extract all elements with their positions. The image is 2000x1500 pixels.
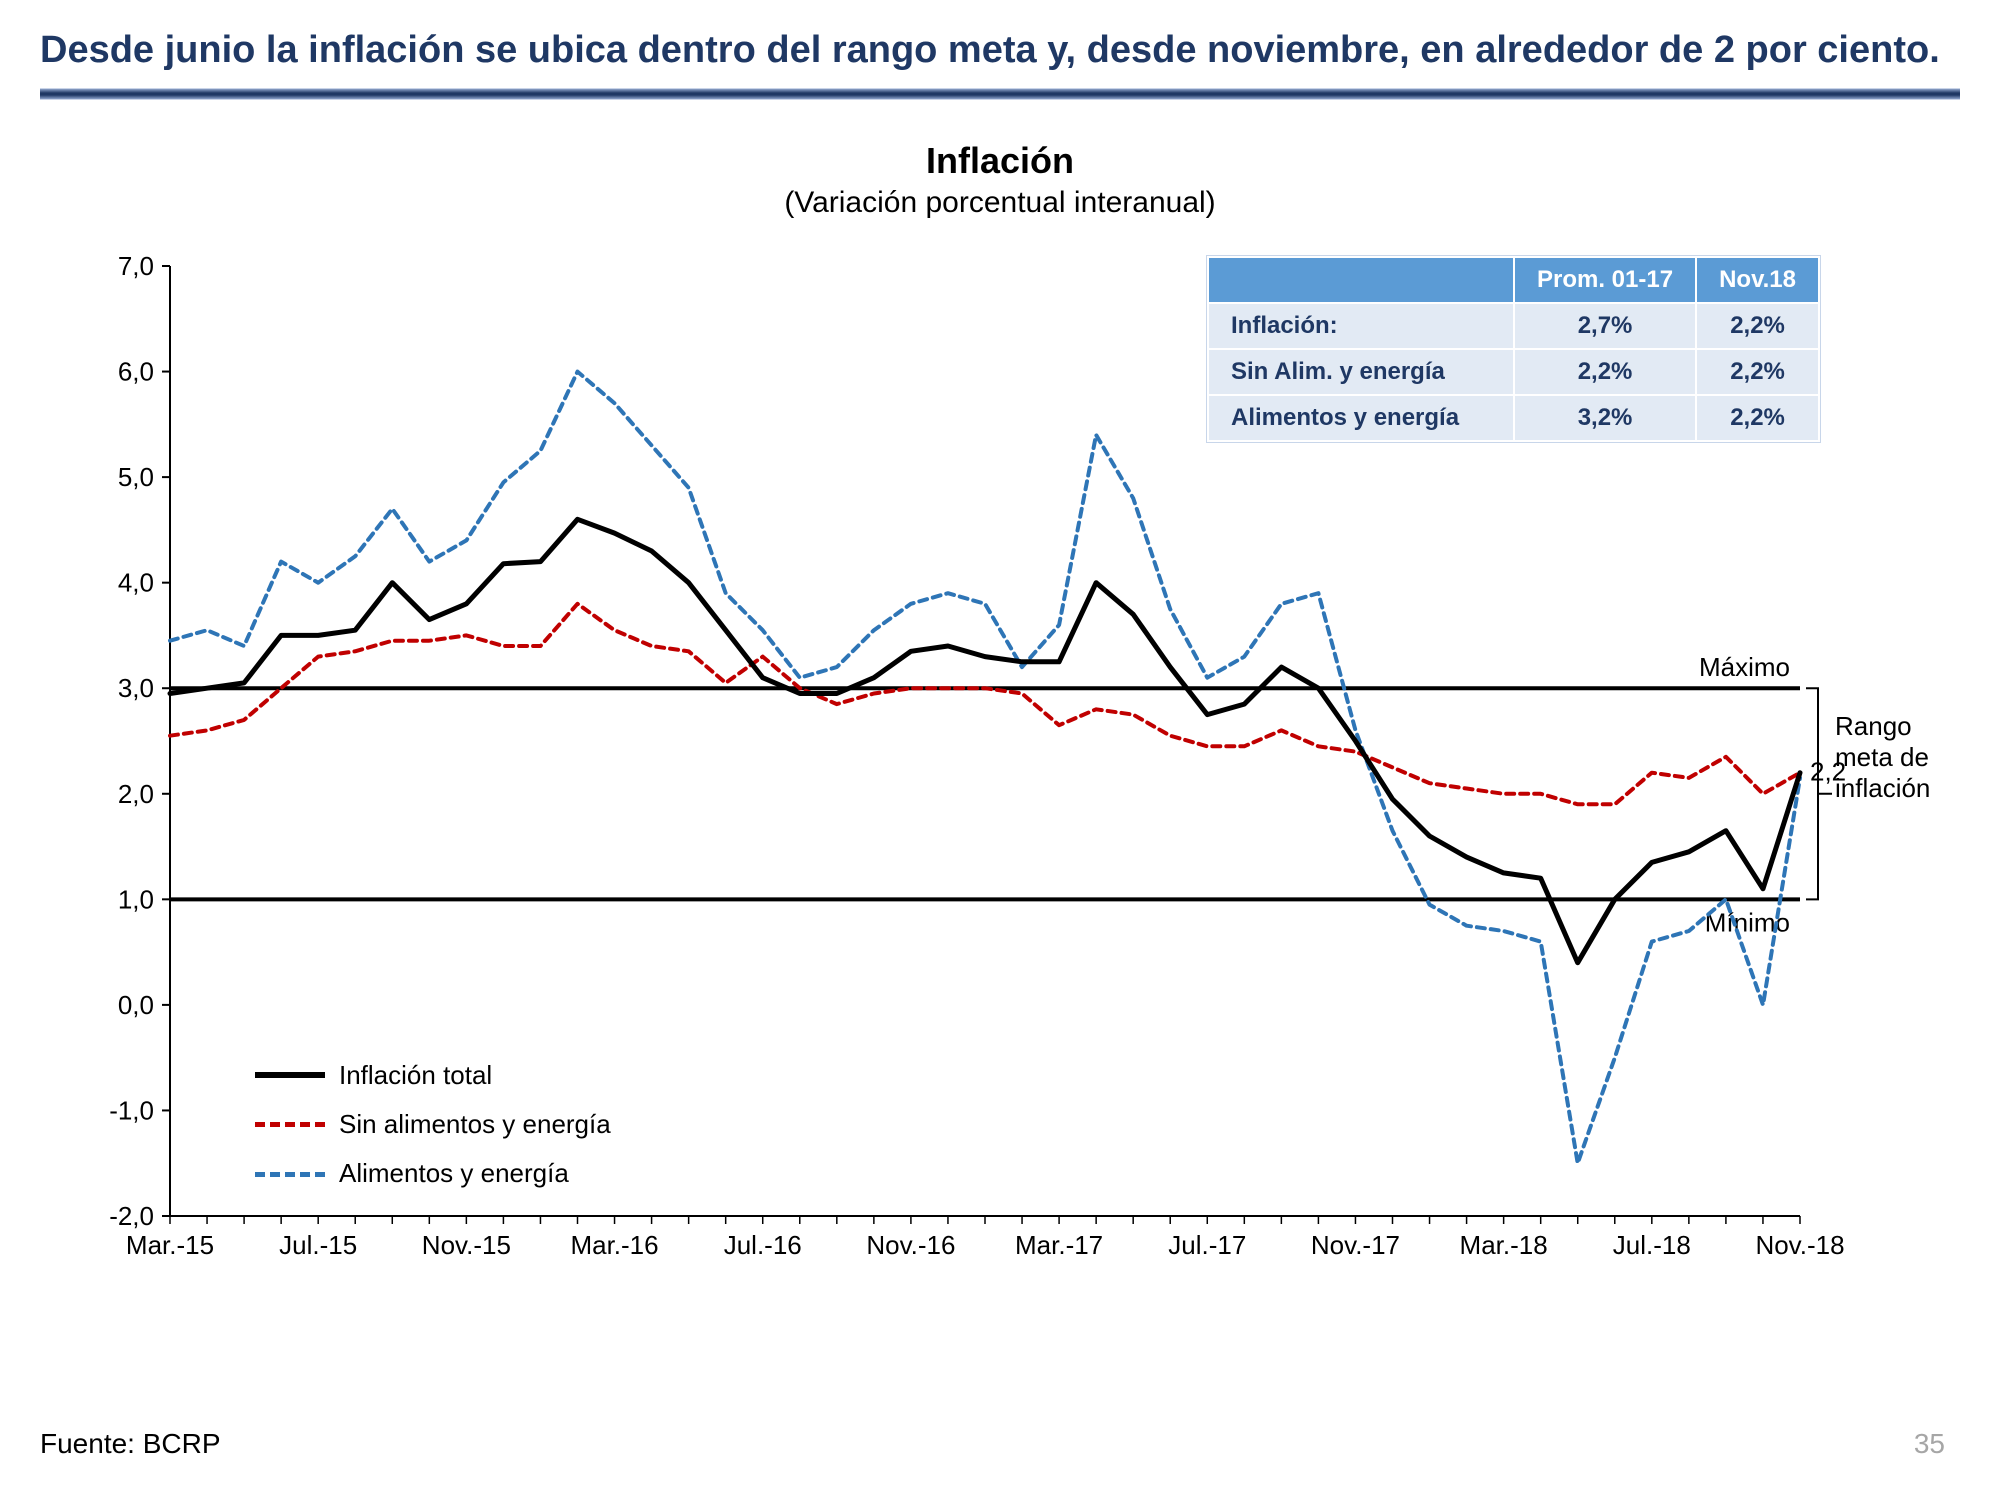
svg-text:7,0: 7,0 bbox=[118, 251, 154, 281]
table-header-prom: Prom. 01-17 bbox=[1514, 257, 1696, 303]
svg-text:Jul.-17: Jul.-17 bbox=[1168, 1230, 1246, 1260]
page-number: 35 bbox=[1914, 1428, 1945, 1460]
range-label: Rango meta de inflación bbox=[1835, 711, 1950, 805]
legend-swatch-alim bbox=[255, 1172, 325, 1177]
svg-text:3,0: 3,0 bbox=[118, 673, 154, 703]
table-cell: Inflación: bbox=[1208, 303, 1514, 349]
table-cell: 2,2% bbox=[1696, 303, 1819, 349]
svg-text:1,0: 1,0 bbox=[118, 884, 154, 914]
table-cell: 2,2% bbox=[1514, 349, 1696, 395]
legend-swatch-sin bbox=[255, 1122, 325, 1127]
svg-text:Máximo: Máximo bbox=[1699, 652, 1790, 682]
divider-rule bbox=[40, 88, 1960, 100]
svg-text:Nov.-17: Nov.-17 bbox=[1311, 1230, 1400, 1260]
table-row: Inflación: 2,7% 2,2% bbox=[1208, 303, 1819, 349]
table-cell: 3,2% bbox=[1514, 395, 1696, 441]
legend-label-total: Inflación total bbox=[339, 1051, 492, 1100]
svg-text:Jul.-18: Jul.-18 bbox=[1613, 1230, 1691, 1260]
svg-text:Nov.-16: Nov.-16 bbox=[866, 1230, 955, 1260]
table-header-blank bbox=[1208, 257, 1514, 303]
svg-text:Mar.-18: Mar.-18 bbox=[1460, 1230, 1548, 1260]
legend-swatch-total bbox=[255, 1072, 325, 1078]
svg-text:Nov.-15: Nov.-15 bbox=[422, 1230, 511, 1260]
legend-label-alim: Alimentos y energía bbox=[339, 1149, 569, 1198]
summary-table: Prom. 01-17 Nov.18 Inflación: 2,7% 2,2% … bbox=[1207, 256, 1820, 442]
table-cell: Sin Alim. y energía bbox=[1208, 349, 1514, 395]
table-row: Sin Alim. y energía 2,2% 2,2% bbox=[1208, 349, 1819, 395]
chart-title: Inflación bbox=[40, 140, 1960, 182]
svg-text:2,0: 2,0 bbox=[118, 778, 154, 808]
svg-text:5,0: 5,0 bbox=[118, 462, 154, 492]
source-footer: Fuente: BCRP bbox=[40, 1428, 221, 1460]
table-row: Alimentos y energía 3,2% 2,2% bbox=[1208, 395, 1819, 441]
chart-subtitle: (Variación porcentual interanual) bbox=[40, 186, 1960, 220]
table-cell: 2,2% bbox=[1696, 349, 1819, 395]
svg-text:Mar.-16: Mar.-16 bbox=[570, 1230, 658, 1260]
svg-text:-2,0: -2,0 bbox=[109, 1201, 154, 1231]
svg-text:-1,0: -1,0 bbox=[109, 1095, 154, 1125]
svg-text:4,0: 4,0 bbox=[118, 567, 154, 597]
svg-text:Nov.-18: Nov.-18 bbox=[1755, 1230, 1844, 1260]
legend-label-sin: Sin alimentos y energía bbox=[339, 1100, 611, 1149]
chart-legend: Inflación total Sin alimentos y energía … bbox=[255, 1051, 611, 1199]
table-cell: 2,7% bbox=[1514, 303, 1696, 349]
svg-text:6,0: 6,0 bbox=[118, 356, 154, 386]
slide-headline: Desde junio la inflación se ubica dentro… bbox=[40, 28, 1960, 74]
svg-text:Jul.-15: Jul.-15 bbox=[279, 1230, 357, 1260]
svg-text:Jul.-16: Jul.-16 bbox=[724, 1230, 802, 1260]
svg-text:Mar.-15: Mar.-15 bbox=[126, 1230, 214, 1260]
svg-text:0,0: 0,0 bbox=[118, 989, 154, 1019]
svg-text:Mar.-17: Mar.-17 bbox=[1015, 1230, 1103, 1260]
table-header-nov: Nov.18 bbox=[1696, 257, 1819, 303]
table-cell: 2,2% bbox=[1696, 395, 1819, 441]
table-cell: Alimentos y energía bbox=[1208, 395, 1514, 441]
